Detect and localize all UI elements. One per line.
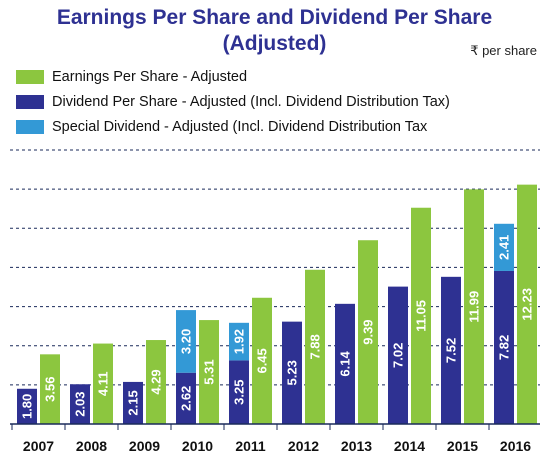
dividend-bar [282,321,302,424]
earnings-bar [252,297,272,424]
legend-label-dividend: Dividend Per Share - Adjusted (Incl. Div… [52,94,450,110]
unit-label: ₹ per share [470,43,537,58]
dividend-value-label: 2.03 [73,391,88,416]
earnings-bar [146,340,166,424]
dividend-value-label: 5.23 [285,360,300,385]
x-tick-label: 2009 [129,438,160,454]
dividend-value-label: 1.80 [20,394,35,419]
earnings-value-label: 11.99 [467,291,482,323]
earnings-bar [93,343,113,424]
dividend-value-label: 7.52 [444,338,459,363]
earnings-bar [411,207,431,424]
earnings-value-label: 6.45 [255,348,270,373]
dividend-value-label: 7.82 [497,335,512,360]
dividend-bar [70,384,90,424]
legend-label-earnings: Earnings Per Share - Adjusted [52,69,248,85]
special-dividend-bar [176,310,196,373]
legend-label-special: Special Dividend - Adjusted (Incl. Divid… [52,119,428,135]
x-tick-label: 2012 [288,438,319,454]
earnings-value-label: 12.23 [520,288,535,321]
earnings-value-label: 4.29 [149,369,164,394]
dividend-bar [123,381,143,424]
earnings-value-label: 4.11 [96,371,111,396]
earnings-bar [517,184,537,424]
legend-item-earnings: Earnings Per Share - Adjusted [16,67,247,87]
dividend-bar [229,360,249,424]
legend-swatch-special [16,120,44,134]
dividend-value-label: 2.62 [179,386,194,411]
earnings-bar [358,240,378,424]
legend-swatch-earnings [16,70,44,84]
dividend-bar [441,276,461,424]
x-tick-label: 2008 [76,438,107,454]
earnings-bar [464,189,484,424]
dividend-value-label: 3.25 [232,380,247,405]
legend-item-special: Special Dividend - Adjusted (Incl. Divid… [16,117,427,137]
special-dividend-value-label: 2.41 [497,235,512,260]
x-tick-label: 2014 [394,438,425,454]
dividend-bar [388,286,408,424]
earnings-value-label: 7.88 [308,334,323,359]
earnings-value-label: 3.56 [43,377,58,402]
x-tick-label: 2013 [341,438,372,454]
legend-item-dividend: Dividend Per Share - Adjusted (Incl. Div… [16,92,450,112]
dividend-value-label: 7.02 [391,343,406,368]
x-tick-label: 2007 [23,438,54,454]
x-tick-label: 2015 [447,438,478,454]
dividend-bar [335,303,355,424]
earnings-bar [40,354,60,424]
dividend-value-label: 6.14 [338,351,353,377]
earnings-value-label: 5.31 [202,359,217,384]
legend-swatch-dividend [16,95,44,109]
earnings-bar [199,320,219,424]
x-tick-label: 2016 [500,438,531,454]
earnings-value-label: 9.39 [361,319,376,344]
earnings-bar [305,269,325,424]
special-dividend-bar [494,223,514,271]
special-dividend-bar [229,322,249,361]
dividend-bar [176,372,196,424]
earnings-value-label: 11.05 [414,300,429,332]
x-tick-label: 2011 [235,438,266,454]
chart-subtitle: (Adjusted) [222,32,327,55]
x-tick-label: 2010 [182,438,213,454]
dividend-bar [17,388,37,424]
special-dividend-value-label: 1.92 [232,329,247,354]
dividend-bar [494,270,514,424]
chart-title: Earnings Per Share and Dividend Per Shar… [56,6,493,29]
special-dividend-value-label: 3.20 [179,329,194,354]
dividend-value-label: 2.15 [126,390,141,415]
